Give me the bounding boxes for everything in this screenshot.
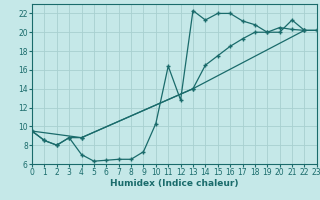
X-axis label: Humidex (Indice chaleur): Humidex (Indice chaleur) bbox=[110, 179, 239, 188]
